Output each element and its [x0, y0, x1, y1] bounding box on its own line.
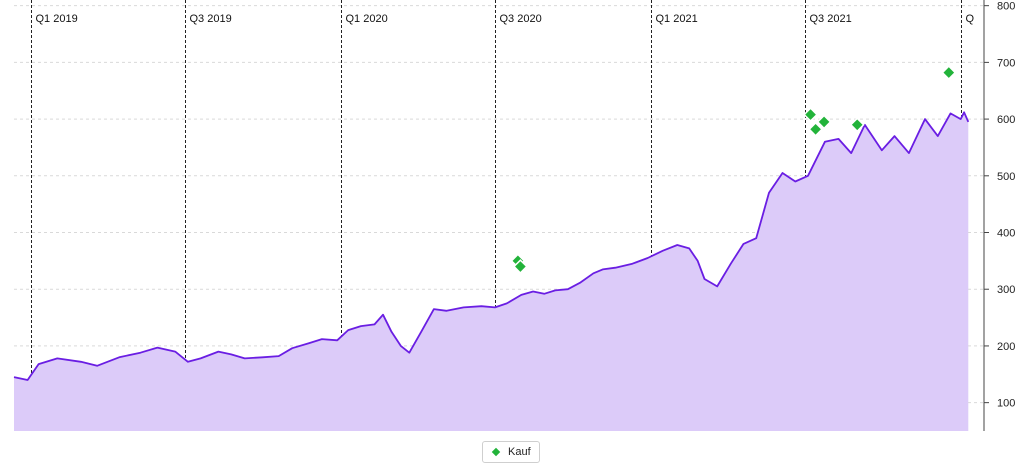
- quarter-label-2: Q1 2020: [346, 13, 388, 25]
- area-fill: [14, 112, 969, 432]
- quarter-label-6: Q: [966, 13, 975, 25]
- kauf-marker-icon: [491, 447, 501, 457]
- kauf-point-5[interactable]: [849, 117, 865, 133]
- y-tick-label-100: 100: [997, 398, 1015, 410]
- quarter-label-1: Q3 2019: [190, 13, 232, 25]
- y-tick-label-300: 300: [997, 284, 1015, 296]
- kauf-markers[interactable]: [510, 65, 957, 274]
- quarter-label-0: Q1 2019: [36, 13, 78, 25]
- quarter-separators: Q1 2019 Q3 2019 Q1 2020 Q3 2020 Q1 2021 Q3 20…: [31, 0, 975, 431]
- quarter-label-4: Q1 2021: [656, 13, 698, 25]
- chart-legend[interactable]: Kauf: [482, 441, 540, 463]
- kauf-point-6[interactable]: [941, 65, 957, 81]
- kauf-point-4[interactable]: [816, 114, 832, 130]
- kauf-point-2[interactable]: [803, 107, 818, 123]
- y-tick-label-500: 500: [997, 171, 1015, 183]
- y-tick-label-600: 600: [997, 114, 1015, 126]
- price-line: [13, 111, 970, 381]
- y-tick-label-700: 700: [997, 57, 1015, 69]
- y-tick-label-800: 800: [997, 1, 1015, 13]
- y-axis: 100 200 300 400 500 600 700 800: [983, 0, 1015, 431]
- legend-label-kauf: Kauf: [508, 446, 531, 458]
- kauf-point-3[interactable]: [808, 121, 824, 137]
- kauf-point-1[interactable]: [512, 259, 528, 274]
- y-tick-label-200: 200: [997, 341, 1015, 353]
- y-tick-label-400: 400: [997, 228, 1015, 240]
- quarter-label-3: Q3 2020: [500, 13, 542, 25]
- quarter-label-5: Q3 2021: [810, 13, 852, 25]
